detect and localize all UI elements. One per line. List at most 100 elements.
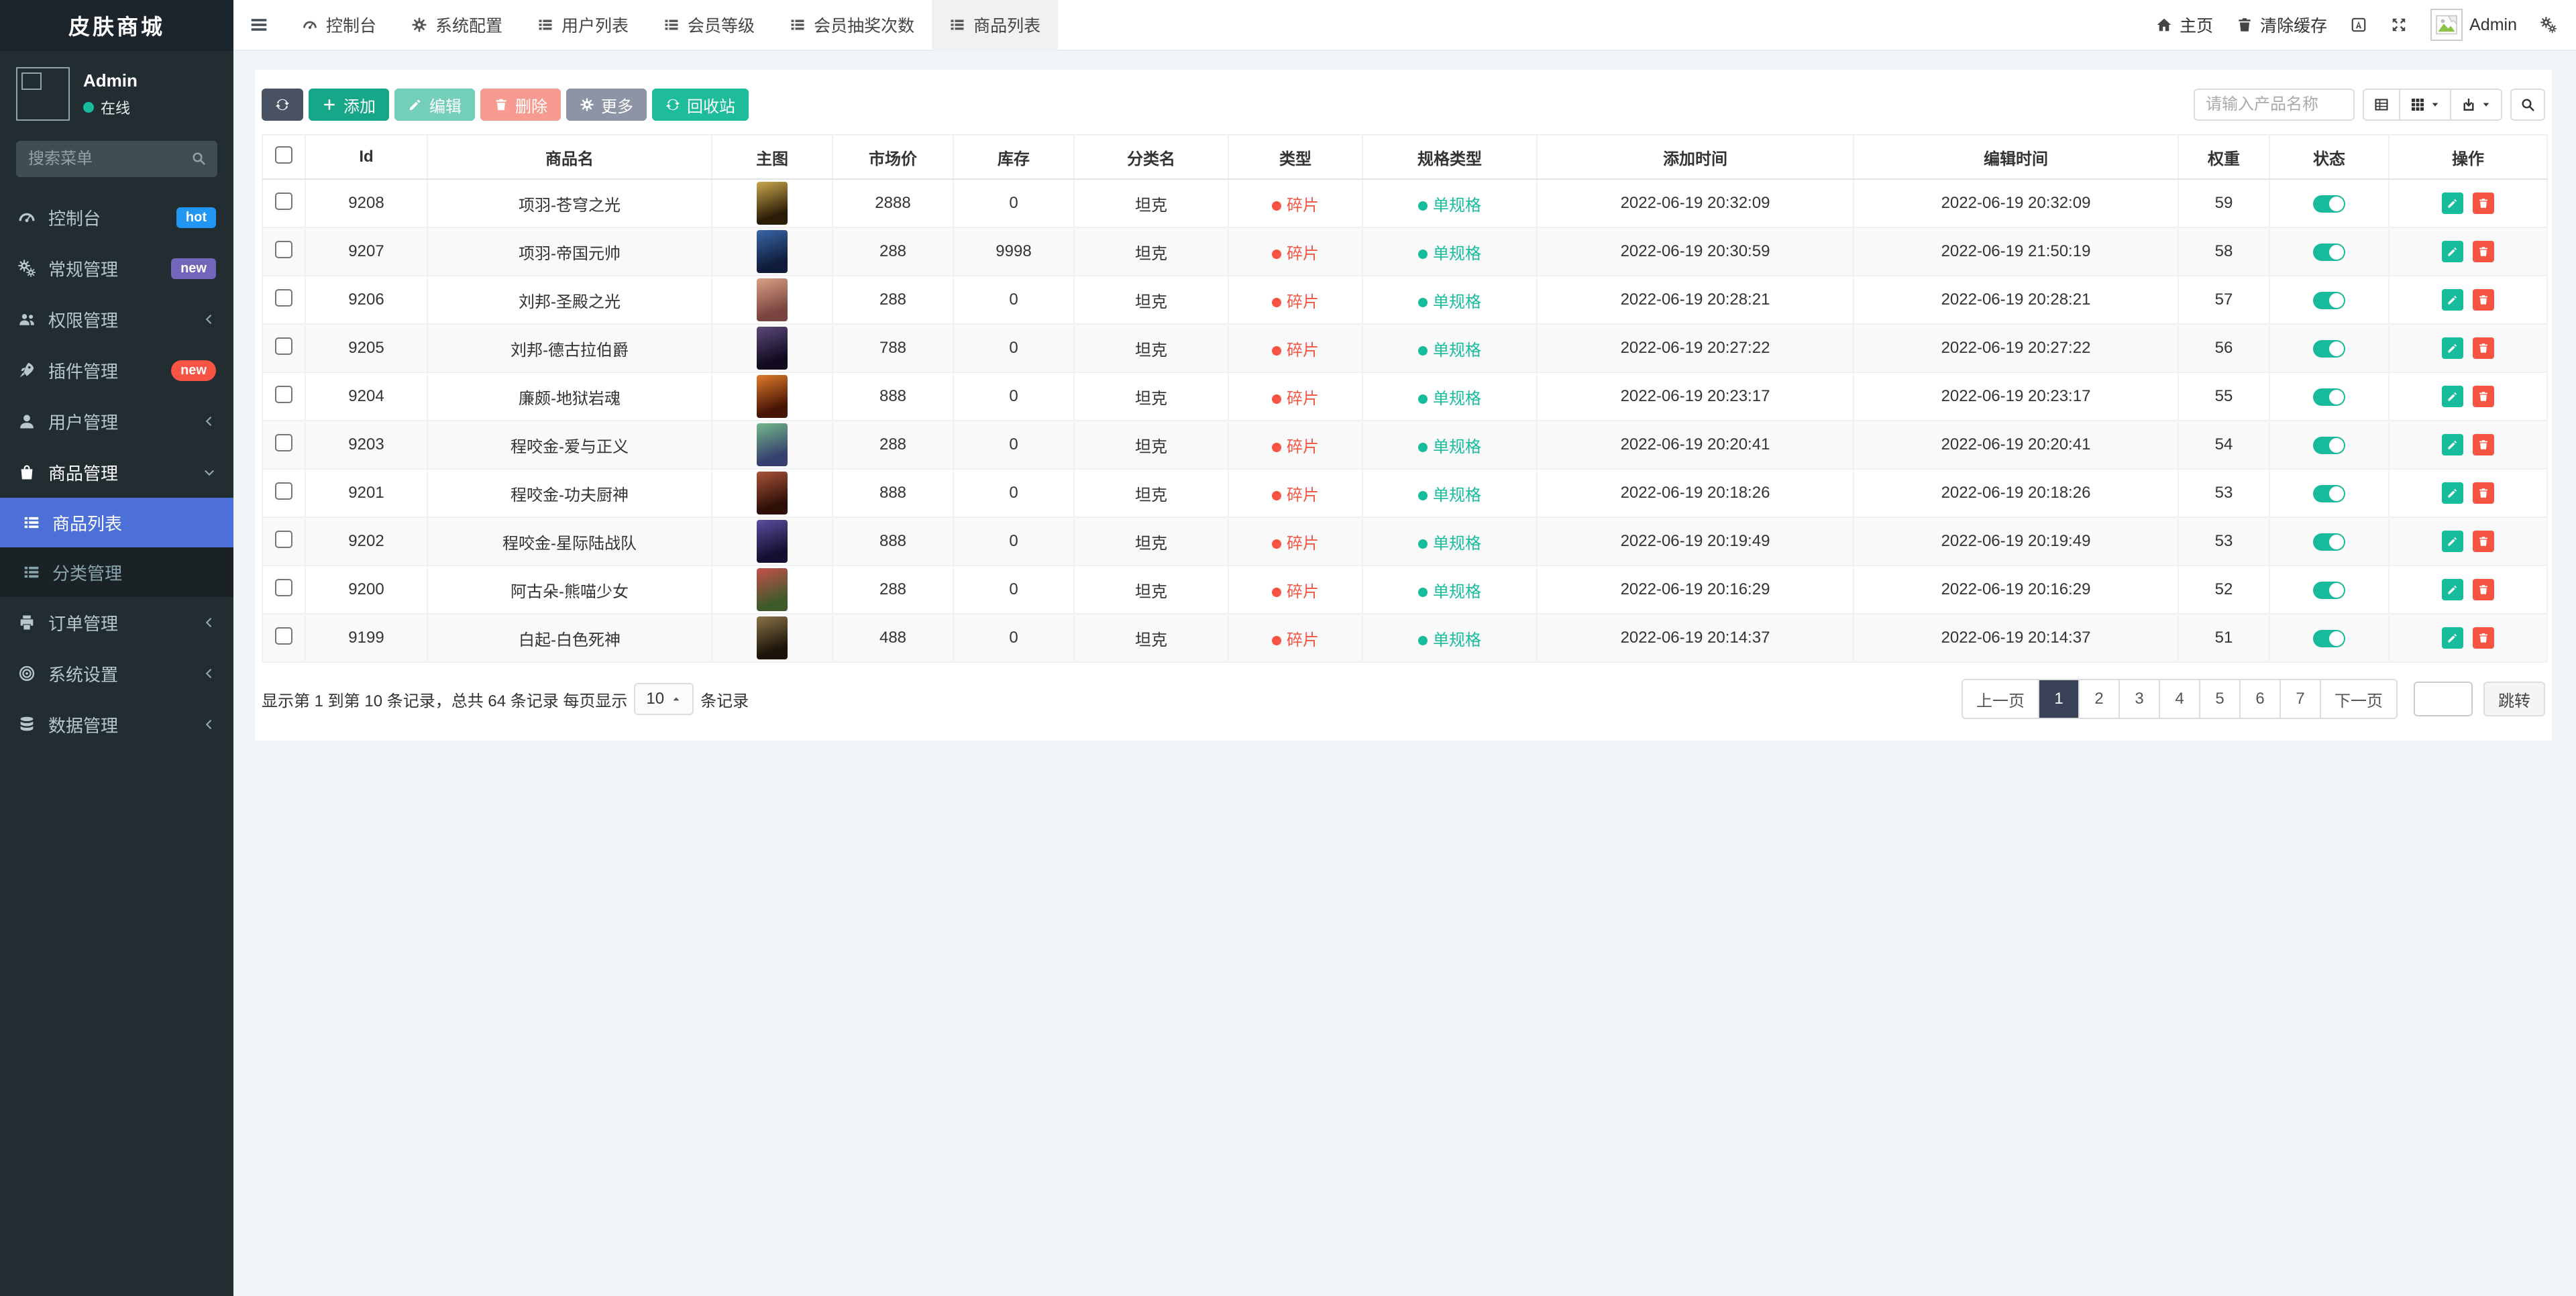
row-delete-button[interactable] xyxy=(2473,241,2495,262)
row-edit-button[interactable] xyxy=(2441,289,2463,311)
sidebar-item-plugins[interactable]: 插件管理 new xyxy=(0,345,233,396)
products-submenu: 商品列表 分类管理 xyxy=(0,498,233,597)
row-delete-button[interactable] xyxy=(2473,434,2495,455)
row-checkbox[interactable] xyxy=(275,337,292,355)
add-button[interactable]: 添加 xyxy=(309,89,389,121)
product-thumbnail[interactable] xyxy=(757,327,788,370)
product-thumbnail[interactable] xyxy=(757,375,788,418)
tab-product-list[interactable]: 商品列表 xyxy=(932,0,1059,50)
row-delete-button[interactable] xyxy=(2473,531,2495,552)
row-checkbox[interactable] xyxy=(275,578,292,596)
row-checkbox[interactable] xyxy=(275,192,292,210)
search-button[interactable] xyxy=(2510,89,2545,121)
tab-system-config[interactable]: 系统配置 xyxy=(394,0,520,50)
product-thumbnail[interactable] xyxy=(757,182,788,225)
sidebar-item-products[interactable]: 商品管理 xyxy=(0,447,233,498)
sidebar-item-dashboard[interactable]: 控制台 hot xyxy=(0,192,233,243)
page-size-select[interactable]: 10 xyxy=(634,683,694,715)
sidebar-item-data-manage[interactable]: 数据管理 xyxy=(0,699,233,750)
page-prev-button[interactable]: 上一页 xyxy=(1963,680,2038,718)
product-search-input[interactable] xyxy=(2194,89,2355,121)
status-toggle[interactable] xyxy=(2313,436,2345,454)
sidebar-item-product-list[interactable]: 商品列表 xyxy=(0,498,233,547)
row-edit-button[interactable] xyxy=(2441,482,2463,504)
status-toggle[interactable] xyxy=(2313,291,2345,309)
page-button-6[interactable]: 6 xyxy=(2239,680,2279,718)
row-edit-button[interactable] xyxy=(2441,627,2463,649)
user-menu[interactable]: Admin xyxy=(2430,9,2517,41)
sidebar-item-category-manage[interactable]: 分类管理 xyxy=(0,547,233,597)
fullscreen-button[interactable] xyxy=(2390,16,2408,34)
status-toggle[interactable] xyxy=(2313,484,2345,502)
tab-lottery-count[interactable]: 会员抽奖次数 xyxy=(772,0,932,50)
home-link[interactable]: 主页 xyxy=(2155,13,2213,37)
page-next-button[interactable]: 下一页 xyxy=(2320,680,2396,718)
page-button-4[interactable]: 4 xyxy=(2159,680,2199,718)
row-checkbox[interactable] xyxy=(275,240,292,258)
tab-dashboard[interactable]: 控制台 xyxy=(284,0,394,50)
export-button[interactable] xyxy=(2450,90,2501,119)
sidebar-toggle-button[interactable] xyxy=(233,0,284,50)
sidebar-item-general[interactable]: 常规管理 new xyxy=(0,243,233,294)
product-thumbnail[interactable] xyxy=(757,520,788,563)
row-edit-button[interactable] xyxy=(2441,241,2463,262)
row-checkbox[interactable] xyxy=(275,482,292,500)
row-checkbox[interactable] xyxy=(275,530,292,548)
columns-button[interactable] xyxy=(2399,90,2450,119)
product-thumbnail[interactable] xyxy=(757,278,788,321)
refresh-button[interactable] xyxy=(262,89,303,121)
tab-user-list[interactable]: 用户列表 xyxy=(520,0,646,50)
status-toggle[interactable] xyxy=(2313,243,2345,261)
row-edit-button[interactable] xyxy=(2441,193,2463,214)
page-jump-input[interactable] xyxy=(2414,682,2473,716)
sidebar-item-permissions[interactable]: 权限管理 xyxy=(0,294,233,345)
row-delete-button[interactable] xyxy=(2473,386,2495,407)
row-delete-button[interactable] xyxy=(2473,627,2495,649)
settings-button[interactable] xyxy=(2540,16,2557,34)
row-checkbox[interactable] xyxy=(275,433,292,451)
toggle-view-button[interactable] xyxy=(2364,90,2399,119)
row-delete-button[interactable] xyxy=(2473,193,2495,214)
status-toggle[interactable] xyxy=(2313,581,2345,599)
language-button[interactable] xyxy=(2350,16,2367,34)
row-edit-button[interactable] xyxy=(2441,434,2463,455)
menu-search-input[interactable] xyxy=(16,141,217,177)
sidebar-item-orders[interactable]: 订单管理 xyxy=(0,597,233,648)
status-toggle[interactable] xyxy=(2313,195,2345,213)
row-edit-button[interactable] xyxy=(2441,337,2463,359)
row-delete-button[interactable] xyxy=(2473,579,2495,600)
status-toggle[interactable] xyxy=(2313,533,2345,551)
row-delete-button[interactable] xyxy=(2473,337,2495,359)
product-thumbnail[interactable] xyxy=(757,616,788,659)
delete-button[interactable]: 删除 xyxy=(480,89,561,121)
tab-member-level[interactable]: 会员等级 xyxy=(646,0,772,50)
row-edit-button[interactable] xyxy=(2441,531,2463,552)
select-all-checkbox[interactable] xyxy=(275,146,292,164)
page-button-5[interactable]: 5 xyxy=(2199,680,2239,718)
sidebar-item-system-settings[interactable]: 系统设置 xyxy=(0,648,233,699)
page-button-7[interactable]: 7 xyxy=(2279,680,2320,718)
row-checkbox[interactable] xyxy=(275,385,292,403)
row-delete-button[interactable] xyxy=(2473,289,2495,311)
clear-cache-button[interactable]: 清除缓存 xyxy=(2236,13,2327,37)
row-checkbox[interactable] xyxy=(275,288,292,307)
more-button[interactable]: 更多 xyxy=(566,89,647,121)
recycle-bin-button[interactable]: 回收站 xyxy=(652,89,749,121)
row-edit-button[interactable] xyxy=(2441,386,2463,407)
page-jump-button[interactable]: 跳转 xyxy=(2483,682,2545,716)
product-thumbnail[interactable] xyxy=(757,568,788,611)
row-edit-button[interactable] xyxy=(2441,579,2463,600)
row-delete-button[interactable] xyxy=(2473,482,2495,504)
product-thumbnail[interactable] xyxy=(757,230,788,273)
row-checkbox[interactable] xyxy=(275,627,292,645)
status-toggle[interactable] xyxy=(2313,388,2345,406)
page-button-3[interactable]: 3 xyxy=(2118,680,2159,718)
page-button-1[interactable]: 1 xyxy=(2038,680,2078,718)
page-button-2[interactable]: 2 xyxy=(2078,680,2118,718)
status-toggle[interactable] xyxy=(2313,629,2345,647)
product-thumbnail[interactable] xyxy=(757,423,788,466)
status-toggle[interactable] xyxy=(2313,339,2345,358)
sidebar-item-users[interactable]: 用户管理 xyxy=(0,396,233,447)
edit-button[interactable]: 编辑 xyxy=(394,89,475,121)
product-thumbnail[interactable] xyxy=(757,472,788,515)
